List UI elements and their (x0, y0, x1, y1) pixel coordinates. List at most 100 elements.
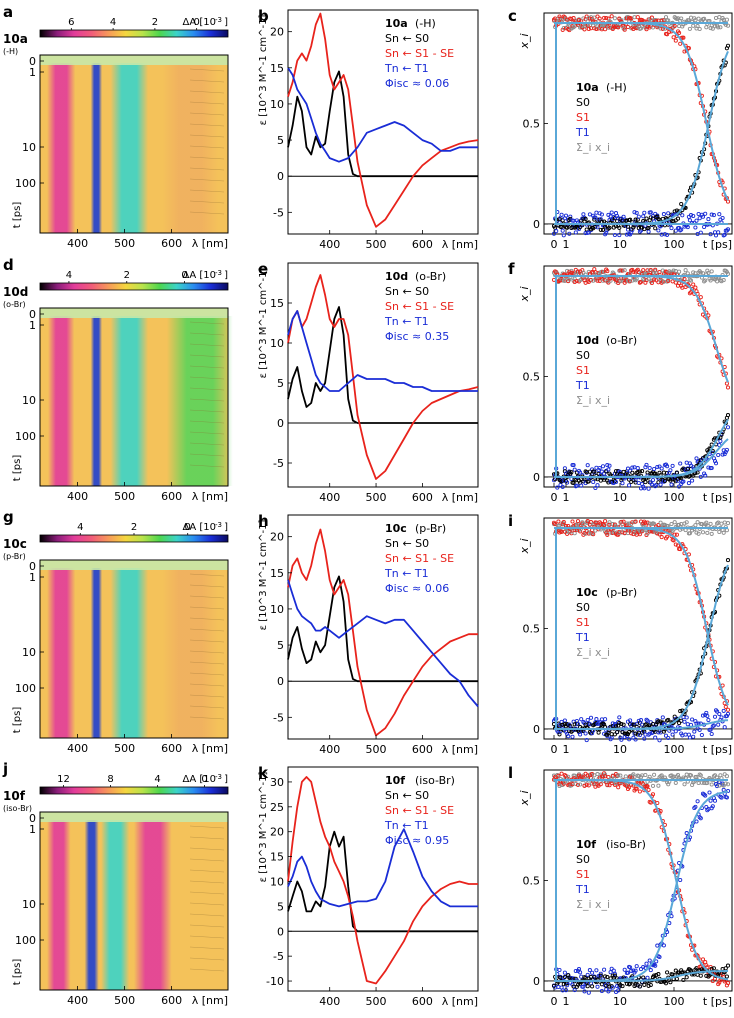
datapoint-t1 (622, 967, 627, 972)
datapoint-s0 (632, 722, 637, 727)
datapoint-s0 (618, 983, 623, 988)
datapoint-t1 (578, 470, 583, 475)
datapoint-sum (647, 774, 652, 779)
datapoint-t1 (694, 456, 699, 461)
colorbar-label-close: ] (224, 774, 228, 785)
datapoint-t1 (636, 214, 641, 219)
datapoint-sum (586, 530, 591, 535)
legend-phi-isc: Φisc ≈ 0.06 (385, 582, 449, 595)
datapoint-t1 (684, 715, 689, 720)
datapoint-t1 (722, 725, 727, 730)
datapoint-s0 (592, 975, 597, 980)
datapoint-t1 (684, 831, 689, 836)
datapoint-t1 (583, 731, 588, 736)
panel-letter: i (508, 512, 513, 530)
datapoint-sum (652, 521, 657, 526)
datapoint-s1 (627, 785, 632, 790)
datapoint-t1 (661, 212, 666, 217)
datapoint-t1 (572, 988, 577, 993)
datapoint-s1 (652, 277, 657, 282)
legend-entry: Sn ← S1 - SE (385, 552, 454, 565)
datapoint-s0 (653, 226, 658, 231)
datapoint-t1 (571, 463, 576, 468)
datapoint-t1 (722, 232, 727, 237)
datapoint-s0 (679, 476, 684, 481)
datapoint-sum (616, 773, 621, 778)
legend-compound: 10d (576, 334, 599, 347)
datapoint-s0 (680, 970, 685, 975)
kinetics-frame (543, 12, 733, 235)
datapoint-s0 (598, 227, 603, 232)
colorbar-label-close: ] (224, 17, 228, 28)
datapoint-t1 (673, 729, 678, 734)
y-tick-label: -5 (273, 457, 284, 470)
datapoint-t1 (610, 985, 615, 990)
colorbar-tick-label: 2 (152, 17, 158, 28)
heatmap-band (84, 820, 99, 990)
heatmap-noise-line (189, 365, 225, 369)
datapoint-s0 (615, 730, 620, 735)
datapoint-t1 (606, 467, 611, 472)
datapoint-sum (672, 520, 677, 525)
legend-entry: Σ_i x_i (576, 646, 610, 659)
legend-substituent: (iso-Br) (415, 774, 455, 787)
datapoint-sum (725, 521, 731, 526)
heatmap-noise-line (189, 606, 225, 610)
datapoint-s1 (616, 25, 621, 30)
panel-letter: d (3, 256, 14, 274)
datapoint-t1 (586, 990, 591, 995)
datapoint-s1 (575, 519, 581, 524)
datapoint-t1 (587, 968, 592, 973)
datapoint-sum (721, 278, 726, 283)
y-axis-label: ε [10^3 M^-1 cm^-1] (258, 772, 269, 883)
heatmap-noise-line (189, 913, 225, 917)
datapoint-s1 (625, 24, 631, 30)
heatmap-noise-line (189, 398, 225, 402)
datapoint-s0 (607, 225, 612, 230)
fit-line-s0 (554, 419, 729, 478)
x-tick-label: 500 (114, 742, 135, 755)
datapoint-t1 (561, 233, 566, 238)
datapoint-s1 (598, 782, 603, 787)
datapoint-s0 (574, 984, 579, 989)
datapoint-t1 (695, 231, 700, 237)
datapoint-s1 (562, 529, 567, 534)
datapoint-s1 (678, 547, 683, 552)
heatmap-noise-line (189, 453, 225, 457)
datapoint-t1 (633, 968, 638, 973)
legend-entry: Tn ← T1 (384, 315, 429, 328)
heatmap-band (90, 568, 103, 738)
heatmap-noise-line (189, 376, 225, 380)
heatmap-band (110, 63, 149, 233)
heatmap-noise-line (189, 442, 225, 446)
datapoint-s1 (672, 532, 677, 537)
heatmap-frame (39, 307, 229, 487)
datapoint-s1 (646, 787, 651, 792)
datapoint-t1 (646, 486, 651, 491)
spectrum-panel-k: k 400 500 600 λ [nm] -10 -5 0 5 10 15 20 25 30ε [10^3… (258, 764, 479, 1008)
datapoint-t1 (648, 968, 653, 973)
legend-compound: 10a (385, 17, 408, 30)
colorbar-label-exp: -3 (215, 521, 222, 529)
datapoint-s1 (558, 16, 563, 21)
datapoint-s0 (694, 966, 699, 971)
datapoint-sum (572, 24, 577, 29)
colorbar-tick-label: 0 (201, 774, 207, 785)
datapoint-t1 (724, 447, 729, 452)
legend-entry: Sn ← S0 (385, 789, 429, 802)
datapoint-s1 (585, 773, 590, 778)
datapoint-sum (658, 520, 663, 525)
datapoint-t1 (575, 722, 581, 727)
datapoint-s1 (588, 520, 594, 525)
datapoint-t1 (634, 210, 639, 215)
datapoint-t1 (584, 738, 589, 743)
datapoint-t1 (620, 481, 625, 486)
datapoint-t1 (712, 714, 718, 719)
y-tick-label: 30 (270, 776, 284, 789)
datapoint-t1 (670, 463, 675, 468)
datapoint-t1 (647, 465, 652, 471)
datapoint-s0 (583, 216, 588, 221)
series-line-S0 (287, 575, 478, 683)
datapoint-t1 (567, 231, 572, 236)
datapoint-t1 (596, 467, 601, 473)
